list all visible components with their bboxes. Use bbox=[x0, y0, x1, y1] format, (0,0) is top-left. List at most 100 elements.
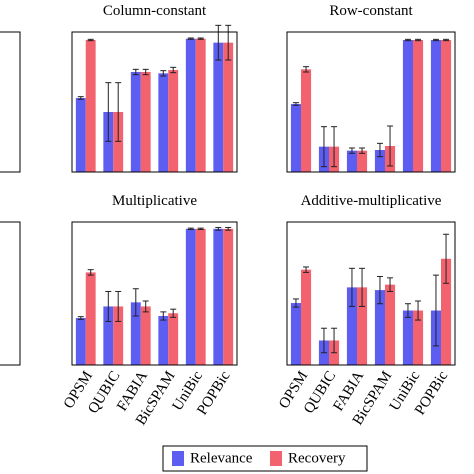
bar bbox=[140, 306, 151, 365]
error-bar bbox=[170, 66, 177, 74]
bar bbox=[113, 306, 124, 365]
error-bar bbox=[376, 142, 383, 158]
error-bar bbox=[432, 38, 439, 42]
error-bar bbox=[105, 290, 112, 322]
bar bbox=[357, 287, 368, 365]
error-bar bbox=[197, 227, 204, 230]
bar bbox=[290, 104, 301, 172]
bar bbox=[168, 313, 179, 365]
error-bar bbox=[292, 102, 299, 106]
bar bbox=[75, 318, 86, 365]
error-bar bbox=[404, 303, 411, 318]
bar bbox=[195, 38, 206, 172]
error-bar bbox=[387, 277, 394, 292]
panel-title: Multiplicative bbox=[112, 193, 197, 209]
error-bar bbox=[348, 267, 355, 307]
bar bbox=[223, 42, 234, 172]
bar bbox=[301, 269, 312, 365]
bar bbox=[140, 72, 151, 172]
bar bbox=[213, 42, 224, 172]
error-bar bbox=[225, 226, 232, 231]
bar bbox=[113, 112, 124, 172]
error-bar bbox=[105, 82, 112, 142]
bar bbox=[413, 40, 424, 172]
error-bar bbox=[187, 37, 194, 40]
bar bbox=[185, 38, 196, 172]
error-bar bbox=[320, 126, 327, 168]
error-bar bbox=[160, 311, 167, 321]
bar bbox=[346, 287, 357, 365]
error-bar bbox=[132, 288, 139, 317]
legend-swatch bbox=[172, 451, 184, 466]
error-bar bbox=[376, 275, 383, 305]
error-bar bbox=[404, 38, 411, 42]
bar bbox=[430, 40, 441, 172]
bar bbox=[130, 72, 141, 172]
error-bar bbox=[225, 24, 232, 61]
error-bar bbox=[215, 226, 222, 231]
bar bbox=[402, 40, 413, 172]
bar bbox=[413, 310, 424, 365]
plot-frame bbox=[71, 31, 238, 173]
error-bar bbox=[443, 233, 450, 284]
error-bar bbox=[115, 290, 122, 322]
error-bar bbox=[320, 327, 327, 354]
bar bbox=[213, 228, 224, 365]
bar bbox=[441, 40, 452, 172]
error-bar bbox=[115, 82, 122, 142]
bar bbox=[103, 112, 114, 172]
bar bbox=[223, 228, 234, 365]
panel-title: Row-constant bbox=[329, 3, 413, 19]
error-bar bbox=[359, 147, 366, 154]
bar bbox=[195, 228, 206, 365]
error-bar bbox=[142, 300, 149, 313]
error-bar bbox=[359, 267, 366, 307]
bar bbox=[85, 40, 96, 172]
error-bar bbox=[87, 38, 94, 42]
bar bbox=[301, 69, 312, 172]
error-bar bbox=[132, 68, 139, 76]
bar bbox=[374, 290, 385, 365]
bar bbox=[75, 98, 86, 172]
error-bar bbox=[87, 269, 94, 276]
error-bar bbox=[77, 96, 84, 100]
cropped-panel bbox=[0, 31, 21, 173]
error-bar bbox=[415, 300, 422, 321]
error-bar bbox=[303, 266, 310, 273]
panel-title: Additive-multiplicative bbox=[301, 193, 442, 209]
bar bbox=[402, 310, 413, 365]
error-bar bbox=[432, 274, 439, 347]
bar bbox=[185, 228, 196, 365]
bar bbox=[357, 150, 368, 172]
bar bbox=[158, 73, 169, 172]
error-bar bbox=[187, 227, 194, 230]
error-bar bbox=[387, 125, 394, 167]
bar bbox=[385, 284, 396, 365]
plot-frame bbox=[286, 221, 456, 366]
error-bar bbox=[77, 316, 84, 320]
bar bbox=[346, 150, 357, 172]
cropped-panel bbox=[0, 221, 21, 366]
error-bar bbox=[142, 68, 149, 76]
panel-title: Column-constant bbox=[103, 3, 207, 19]
error-bar bbox=[292, 298, 299, 308]
plot-frame bbox=[71, 221, 238, 366]
error-bar bbox=[348, 147, 355, 154]
bar bbox=[374, 150, 385, 172]
bar bbox=[85, 272, 96, 365]
error-bar bbox=[303, 66, 310, 73]
error-bar bbox=[331, 126, 338, 168]
error-bar bbox=[170, 308, 177, 318]
bar bbox=[103, 306, 114, 365]
error-bar bbox=[197, 37, 204, 40]
legend-swatch bbox=[270, 451, 282, 466]
bar bbox=[441, 258, 452, 365]
error-bar bbox=[415, 38, 422, 42]
legend-frame bbox=[162, 445, 368, 472]
error-bar bbox=[331, 327, 338, 354]
bar bbox=[168, 70, 179, 172]
bar bbox=[290, 303, 301, 365]
error-bar bbox=[443, 38, 450, 42]
legend-label: Recovery bbox=[288, 450, 346, 466]
